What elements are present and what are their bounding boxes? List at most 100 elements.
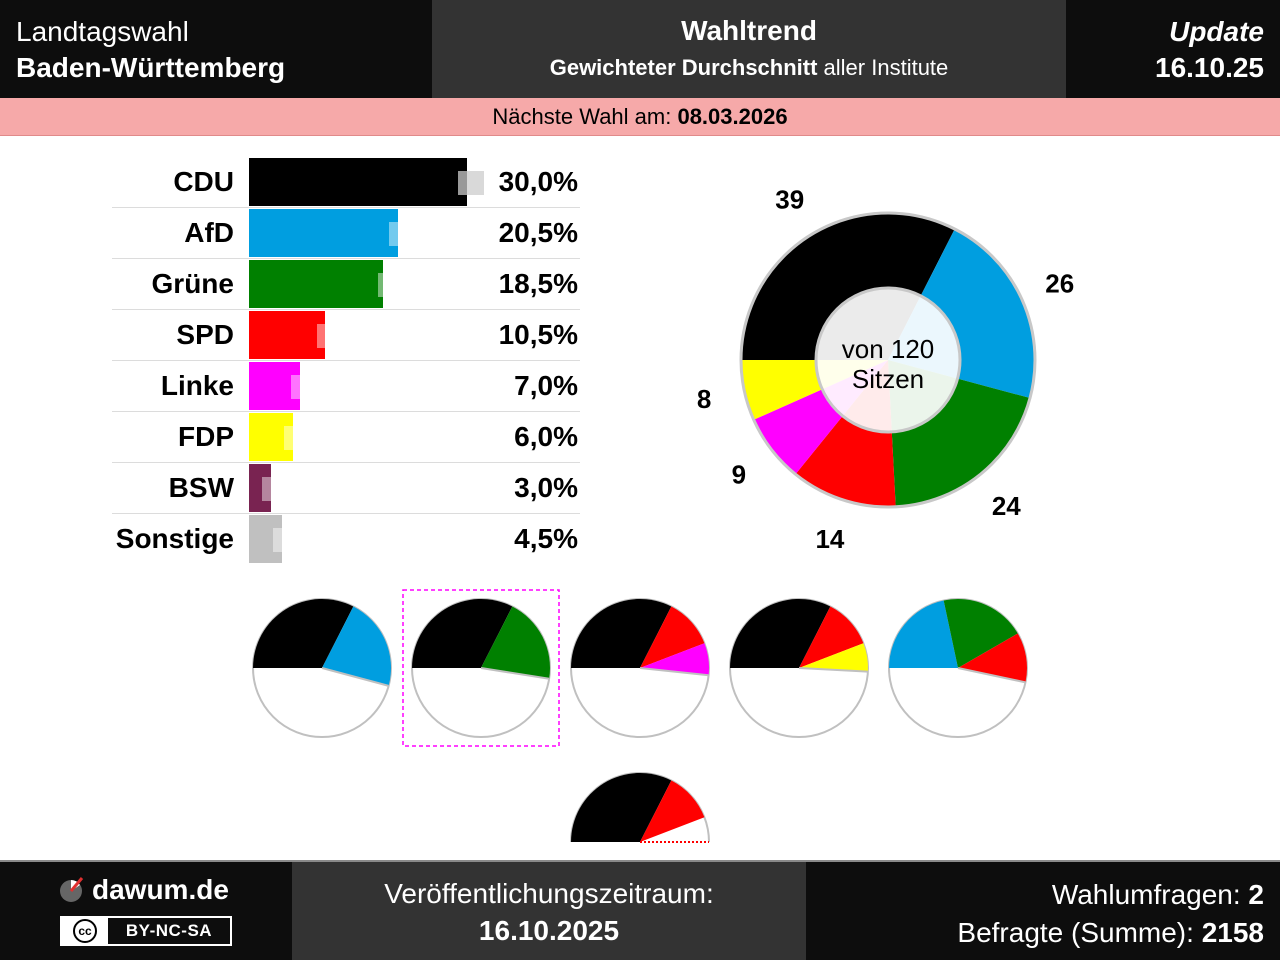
bar-value: 10,5% xyxy=(498,319,578,350)
coalition-slice-spd xyxy=(958,633,1027,683)
coalition-highlight-frame xyxy=(402,589,560,747)
seat-label-afd: 26 xyxy=(1045,269,1074,299)
bar-spd xyxy=(249,311,326,359)
coalition-cdu-grüne xyxy=(402,589,560,747)
bar-trend-marker xyxy=(316,324,343,348)
coalition-outline xyxy=(888,598,1028,738)
license-text: BY-NC-SA xyxy=(125,921,213,940)
bar-trend-marker xyxy=(389,222,416,246)
bar-trend-marker xyxy=(291,375,318,399)
poll-count: 2 xyxy=(1248,879,1264,910)
next-election-banner: Nächste Wahl am: 08.03.2026 xyxy=(0,98,1280,136)
bar-trend-marker xyxy=(458,171,485,195)
coalition-slice-spd xyxy=(799,606,864,668)
coalition-divider xyxy=(321,667,389,687)
license-badge[interactable]: cc BY-NC-SA xyxy=(60,916,232,946)
coalition-slice-fdp xyxy=(799,643,868,672)
bar-label: Sonstige xyxy=(115,523,234,554)
seat-total-label: von 120 xyxy=(842,334,935,364)
bar-row-cdu: CDU 30,0% xyxy=(112,157,580,208)
bar-row-grüne: Grüne 18,5% xyxy=(112,259,580,310)
coalition-divider xyxy=(957,667,1026,684)
brand-name: dawum.de xyxy=(92,874,229,905)
subtitle-bold: Gewichteter Durchschnitt xyxy=(549,55,818,80)
coalition-divider xyxy=(639,667,709,677)
coalition-cdu-spd-fdp xyxy=(729,598,869,738)
brand-link[interactable]: dawum.de xyxy=(58,874,229,906)
trend-title-block: Wahltrend Gewichteter Durchschnitt aller… xyxy=(432,0,1066,98)
period-label: Veröffentlichungszeitraum: xyxy=(384,878,714,909)
coalition-outline xyxy=(411,598,551,738)
coalition-outline xyxy=(570,598,710,738)
bar-value: 6,0% xyxy=(514,421,578,452)
update-label: Update xyxy=(1169,16,1264,47)
poll-stats: Wahlumfragen: 2 Befragte (Summe): 2158 xyxy=(957,876,1264,952)
seat-label-spd: 14 xyxy=(815,524,844,554)
bar-sonstige xyxy=(249,515,282,563)
next-election-date: 08.03.2026 xyxy=(677,104,788,129)
period-value: 16.10.2025 xyxy=(478,915,620,946)
election-type: Landtagswahl xyxy=(16,16,189,47)
cc-icon: cc xyxy=(62,918,108,944)
bar-value: 4,5% xyxy=(514,523,578,554)
seat-total-unit: Sitzen xyxy=(852,364,924,394)
respondents-line: Befragte (Summe): 2158 xyxy=(957,917,1264,948)
seat-label-linke: 9 xyxy=(732,459,746,489)
page-subtitle: Gewichteter Durchschnitt aller Institute xyxy=(432,54,1066,82)
coalition-cdu-spd xyxy=(570,772,710,843)
poll-bar-chart: CDU 30,0% AfD 20,5% Grüne 18,5% SPD 10,5% Linke 7… xyxy=(112,157,580,565)
page-title: Wahltrend xyxy=(681,15,817,46)
coalition-slice-cdu xyxy=(412,599,513,668)
bar-linke xyxy=(249,362,300,410)
bar-label: BSW xyxy=(168,472,234,503)
bar-trend-marker xyxy=(262,477,289,501)
seat-label-fdp: 8 xyxy=(697,384,711,414)
coalition-slice-grüne xyxy=(481,606,551,679)
update-date: 16.10.25 xyxy=(1155,52,1264,83)
seat-label-cdu: 39 xyxy=(775,185,804,215)
bar-row-spd: SPD 10,5% xyxy=(112,310,580,361)
bar-row-afd: AfD 20,5% xyxy=(112,208,580,259)
coalition-divider xyxy=(480,667,550,680)
coalition-outline xyxy=(252,598,392,738)
subtitle-rest: aller Institute xyxy=(817,55,949,80)
bar-value: 30,0% xyxy=(498,166,578,197)
bar-row-fdp: FDP 6,0% xyxy=(112,412,580,463)
bar-fdp xyxy=(249,413,293,461)
header: Landtagswahl Baden-Württemberg Wahltrend… xyxy=(0,0,1280,98)
coalition-cdu-spd-linke xyxy=(570,598,710,738)
coalition-slice-spd xyxy=(640,606,705,668)
poll-count-line: Wahlumfragen: 2 xyxy=(1051,879,1264,910)
coalition-slice-grüne xyxy=(943,599,1018,668)
bar-trend-marker xyxy=(272,528,299,552)
bar-trend-marker xyxy=(378,273,405,297)
bar-row-linke: Linke 7,0% xyxy=(112,361,580,412)
election-title: Landtagswahl Baden-Württemberg xyxy=(16,14,285,86)
next-election-label: Nächste Wahl am: xyxy=(492,104,678,129)
update-block: Update 16.10.25 xyxy=(1155,14,1264,86)
bar-grüne xyxy=(249,260,384,308)
dawum-logo-icon xyxy=(60,877,84,902)
coalition-slice-cdu xyxy=(730,599,831,668)
coalition-slice-afd xyxy=(322,606,391,686)
coalition-slice-cdu xyxy=(571,773,672,842)
respondents-count: 2158 xyxy=(1201,917,1264,948)
bar-row-sonstige: Sonstige 4,5% xyxy=(112,514,580,565)
coalition-slice-linke xyxy=(640,643,710,676)
bar-label: AfD xyxy=(184,217,234,248)
bar-cdu xyxy=(249,158,467,206)
bar-afd xyxy=(249,209,398,257)
donut-outline xyxy=(739,211,1037,509)
bar-row-bsw: BSW 3,0% xyxy=(112,463,580,514)
bar-label: Linke xyxy=(160,370,234,401)
coalition-slice-afd xyxy=(888,600,958,668)
donut-center xyxy=(814,286,962,434)
coalition-outline xyxy=(729,598,869,738)
footer-brand-block: dawum.de cc BY-NC-SA xyxy=(0,862,292,960)
bar-bsw xyxy=(249,464,271,512)
bar-value: 7,0% xyxy=(514,370,578,401)
bar-value: 18,5% xyxy=(498,268,578,299)
coalition-outline xyxy=(570,772,710,843)
bar-value: 20,5% xyxy=(498,217,578,248)
